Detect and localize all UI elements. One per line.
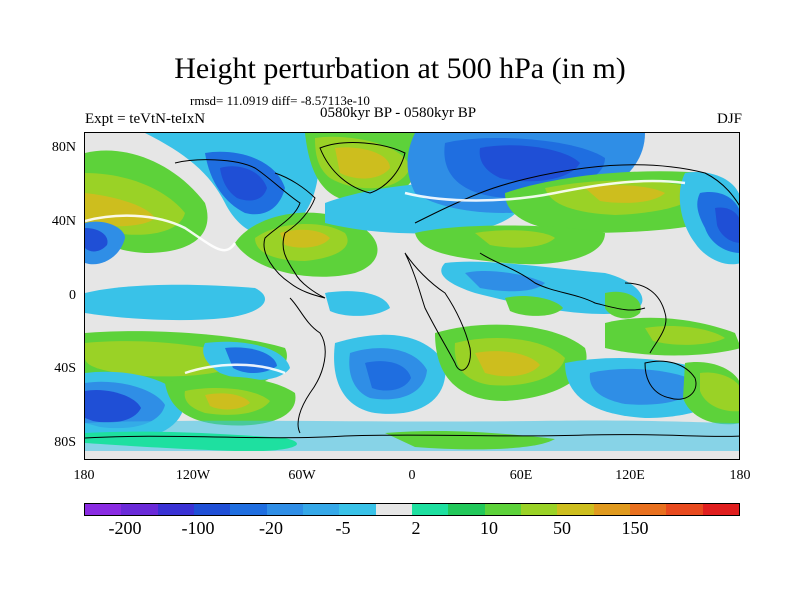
colorbar-swatch: [375, 504, 412, 515]
lon-label: 180: [73, 468, 95, 483]
colorbar-label: 2: [411, 518, 421, 538]
coastlines: [85, 142, 739, 439]
colorbar-swatch: [520, 504, 558, 515]
contour-map: [85, 133, 739, 459]
colorbar-swatch: [302, 504, 340, 515]
colorbar-swatch: [157, 504, 194, 515]
colorbar-label: -20: [259, 518, 283, 538]
lon-label: 120E: [615, 468, 645, 483]
field-region: [365, 361, 411, 391]
colorbar-swatch: [121, 504, 158, 515]
field-region: [505, 296, 563, 316]
lon-label: 60W: [288, 468, 316, 483]
field-region: [85, 228, 108, 252]
colorbar-label: -5: [335, 518, 351, 538]
colorbar-swatch: [593, 504, 630, 515]
field-region: [585, 185, 665, 203]
field-region: [220, 166, 267, 201]
colorbar-label: 150: [621, 518, 649, 538]
lat-label: 80S: [54, 435, 76, 450]
colorbar-swatch: [448, 504, 485, 515]
colorbar-swatch: [557, 504, 594, 515]
field-region: [280, 229, 330, 248]
field-region: [715, 207, 739, 243]
experiment-label: Expt = teVtN-teIxN: [85, 111, 206, 127]
colorbar-swatch: [85, 504, 122, 515]
colorbar: [84, 503, 740, 516]
colorbar-swatch: [266, 504, 303, 515]
field-region: [700, 372, 739, 412]
field-region: [475, 230, 555, 248]
colorbar-swatch: [702, 504, 739, 515]
colorbar-swatch: [339, 504, 376, 515]
lat-label: 40S: [54, 361, 76, 376]
colorbar-swatch: [629, 504, 667, 515]
plot-title: Height perturbation at 500 hPa (in m): [174, 52, 626, 85]
colorbar-swatch: [411, 504, 449, 515]
lat-label: 0: [69, 288, 76, 303]
colorbar-label: 50: [553, 518, 571, 538]
period-label: 0580kyr BP - 0580kyr BP: [320, 105, 477, 121]
map-panel: [84, 132, 740, 460]
lat-label: 80N: [51, 140, 76, 155]
field-region: [475, 351, 540, 377]
colorbar-label: -200: [108, 518, 142, 538]
lon-label: 120W: [175, 468, 211, 483]
season-label: DJF: [716, 111, 742, 127]
lat-label: 40N: [51, 214, 76, 229]
field-region: [325, 291, 390, 316]
contour-lines: [85, 179, 686, 375]
colorbar-label: -100: [181, 518, 215, 538]
field-region: [205, 393, 250, 410]
field-region: [645, 326, 725, 345]
rmsd-diff-stats: rmsd= 11.0919 diff= -8.57113e-10: [190, 93, 370, 108]
colorbar-swatch: [230, 504, 267, 515]
field-region: [85, 389, 141, 423]
field-region: [605, 291, 641, 319]
colorbar-swatch: [193, 504, 231, 515]
colorbar-swatch: [484, 504, 521, 515]
lon-label: 60E: [509, 468, 533, 483]
field-region: [85, 451, 739, 459]
field-region: [335, 147, 390, 179]
colorbar-label: 10: [480, 518, 498, 538]
field-region: [85, 284, 265, 321]
colorbar-swatch: [666, 504, 703, 515]
lon-label: 0: [408, 468, 416, 483]
lon-label: 180: [729, 468, 751, 483]
field-region: [589, 368, 700, 405]
